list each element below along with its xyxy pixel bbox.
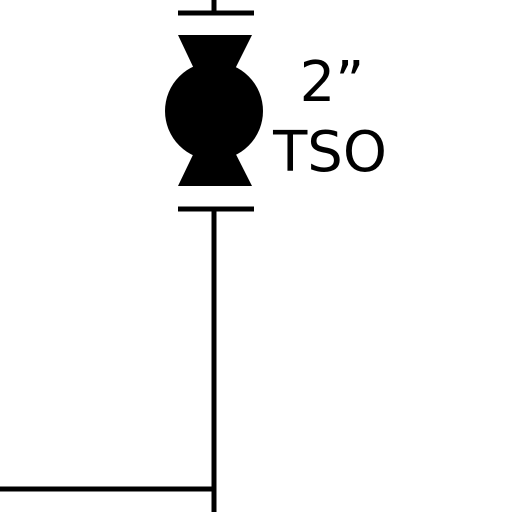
ball-valve-icon	[165, 35, 263, 186]
valve-ball	[165, 62, 263, 160]
valve-size-label: 2”	[300, 50, 365, 115]
valve-tag-label: TSO	[272, 120, 387, 185]
